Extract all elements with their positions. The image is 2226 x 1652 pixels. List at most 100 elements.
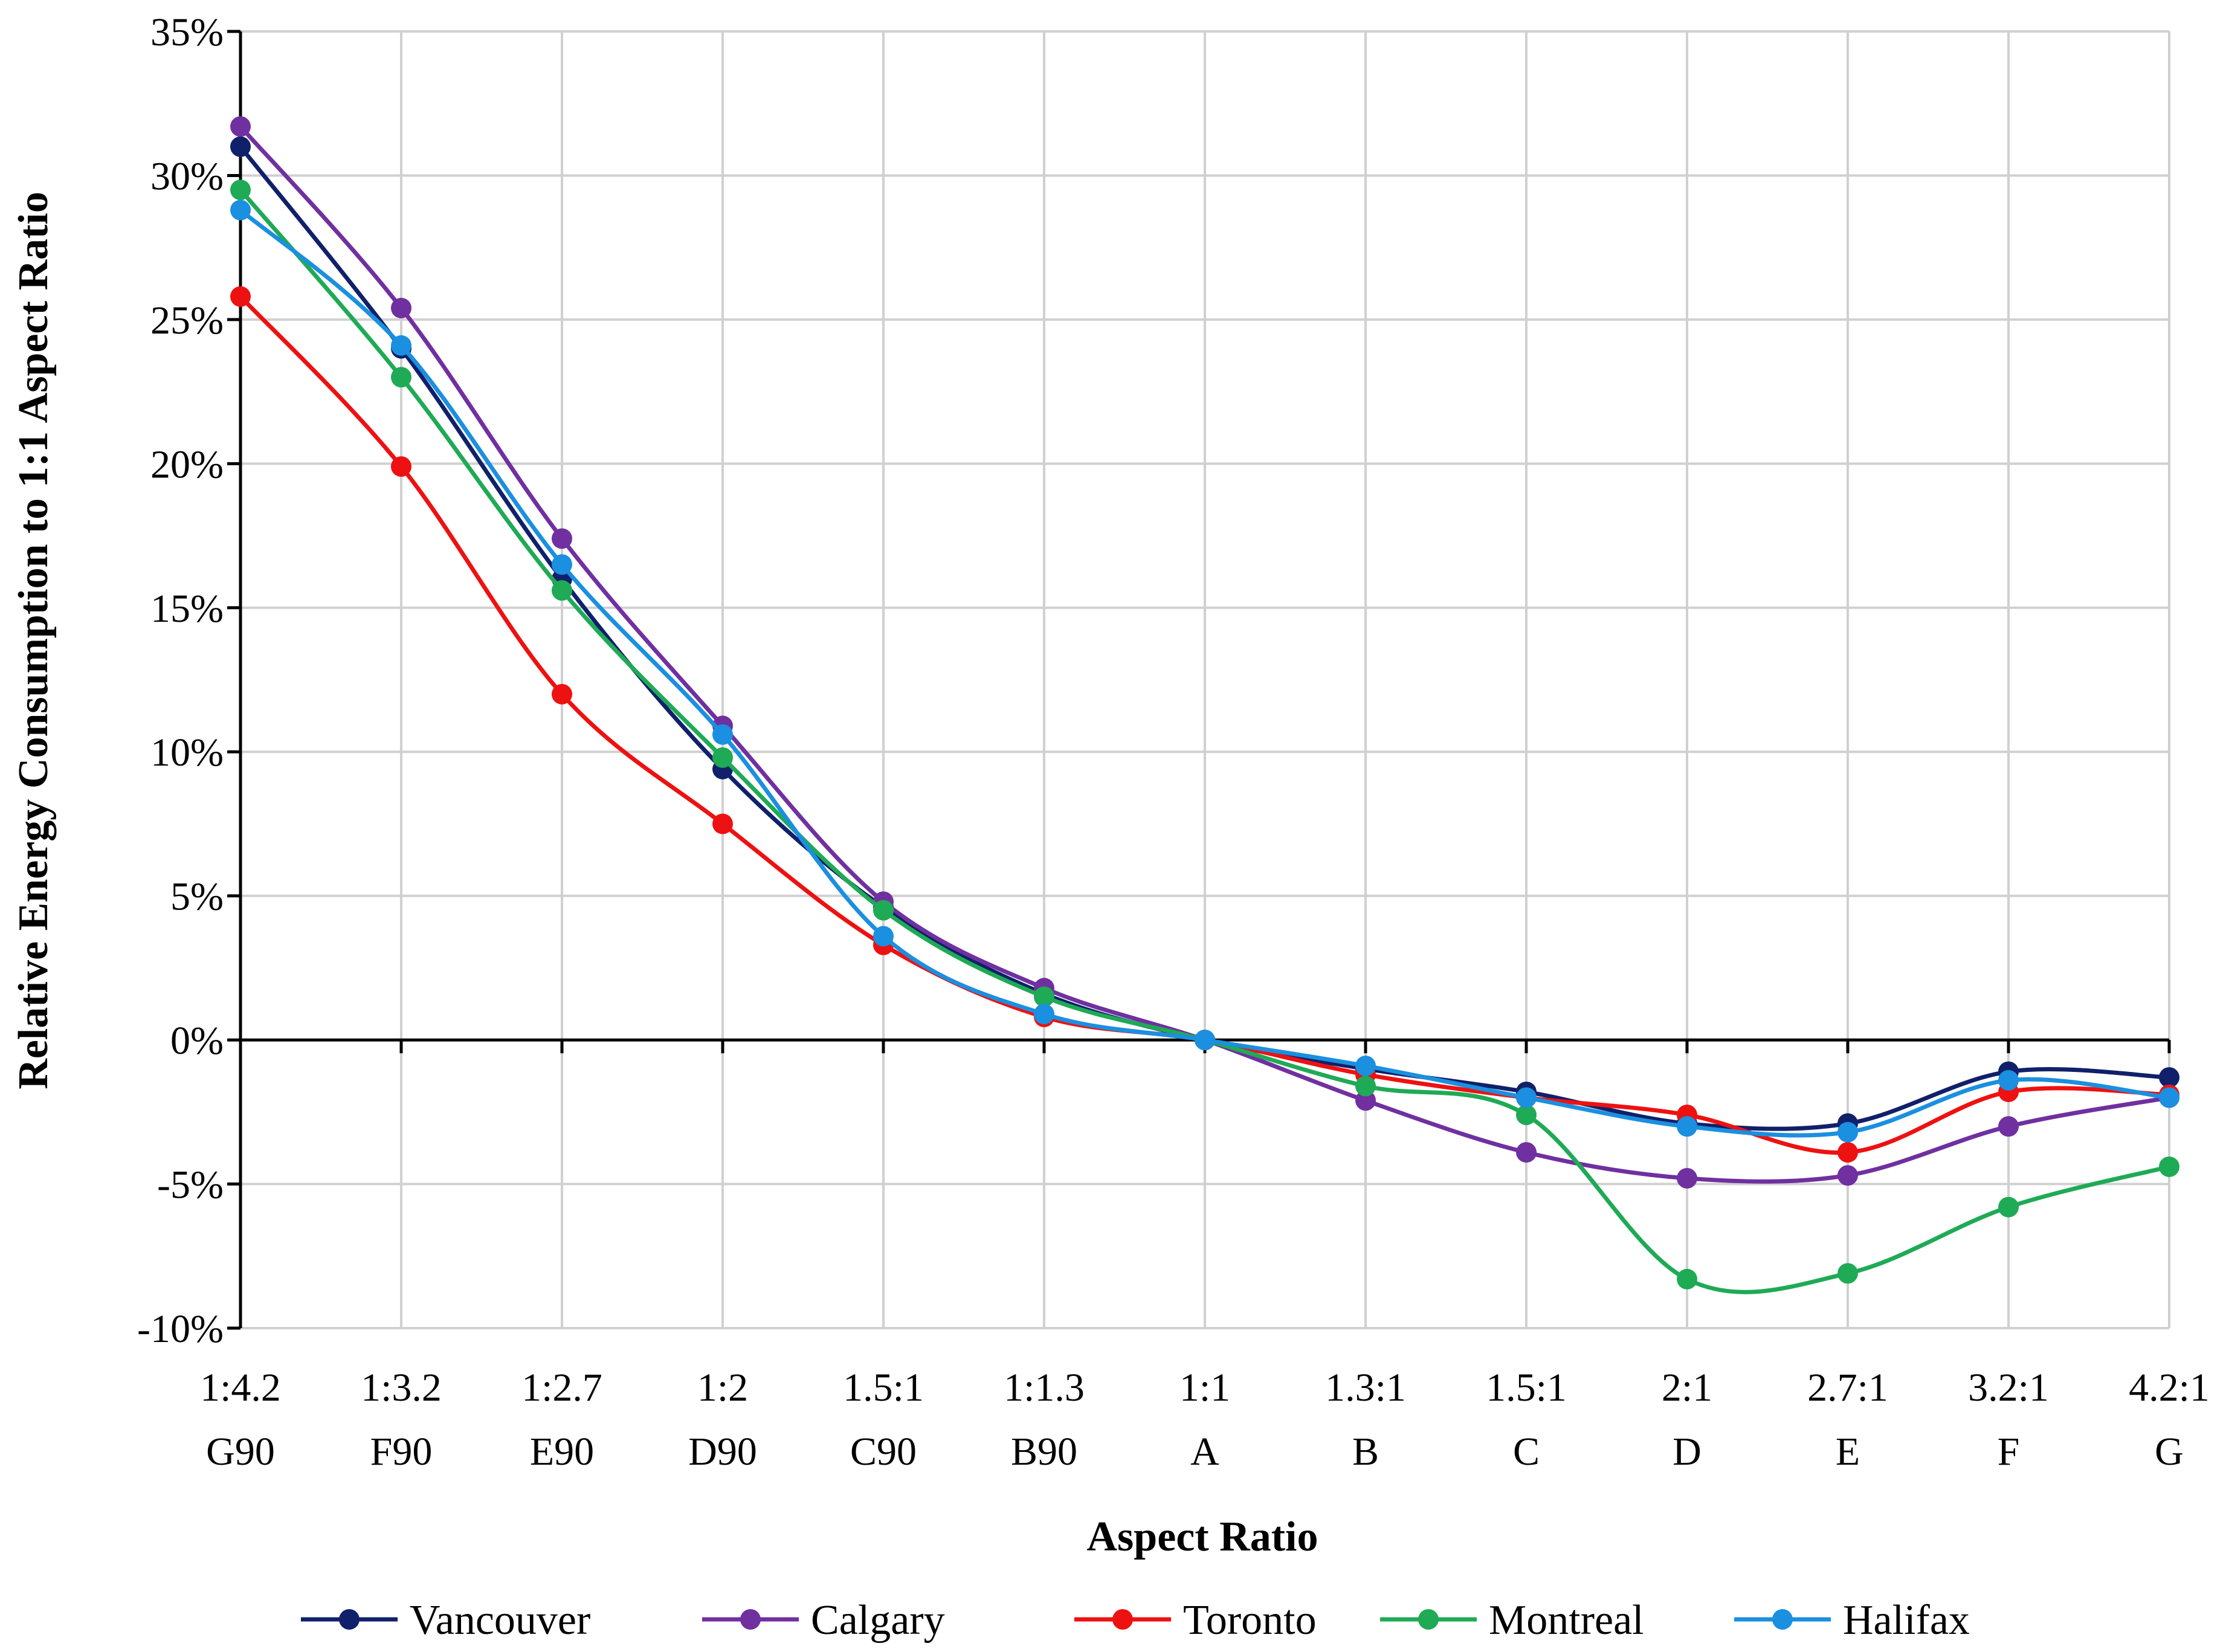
x-tick-label-code: F90 bbox=[370, 1430, 433, 1474]
data-point-halifax bbox=[873, 926, 894, 947]
data-point-halifax bbox=[552, 554, 572, 575]
legend-item-montreal: Montreal bbox=[1380, 1597, 1644, 1644]
data-point-halifax bbox=[1516, 1087, 1537, 1108]
legend-swatch-marker bbox=[1418, 1609, 1439, 1630]
y-tick-label: 20% bbox=[150, 442, 224, 486]
data-point-calgary bbox=[230, 116, 251, 137]
x-tick-label-ratio: 1:2 bbox=[697, 1366, 748, 1410]
series-line-calgary bbox=[239, 125, 2170, 1184]
data-point-montreal bbox=[873, 900, 894, 921]
x-tick-label-ratio: 1:1 bbox=[1179, 1366, 1230, 1410]
data-point-calgary bbox=[1355, 1090, 1376, 1111]
data-point-montreal bbox=[1355, 1076, 1376, 1097]
tick-labels: -10% -5% 0% 5% 10% 15% 20% 25% 30% 35% 1:4.2 G90 1:3… bbox=[137, 10, 2210, 1474]
data-point-montreal bbox=[1516, 1105, 1537, 1126]
gridlines bbox=[240, 30, 2170, 1329]
data-point-montreal bbox=[552, 580, 572, 601]
data-point-calgary bbox=[1677, 1168, 1697, 1189]
series-montreal bbox=[230, 179, 2179, 1294]
legend-label: Calgary bbox=[811, 1597, 945, 1644]
data-point-montreal bbox=[1837, 1263, 1858, 1284]
legend-swatch-marker bbox=[740, 1609, 761, 1630]
x-tick-label-code: D bbox=[1673, 1430, 1702, 1474]
x-tick-label-code: C bbox=[1513, 1430, 1540, 1474]
x-tick-label-ratio: 3.2:1 bbox=[1968, 1366, 2049, 1410]
data-point-montreal bbox=[230, 179, 251, 201]
x-tick-label-code: B90 bbox=[1011, 1430, 1077, 1474]
series-calgary bbox=[230, 116, 2179, 1189]
data-point-halifax bbox=[1677, 1116, 1697, 1137]
legend-label: Montreal bbox=[1489, 1597, 1644, 1644]
x-tick-label-code: G90 bbox=[206, 1430, 275, 1474]
legend-label: Halifax bbox=[1843, 1597, 1970, 1644]
x-tick-label-ratio: 1:4.2 bbox=[200, 1366, 281, 1410]
x-tick-label-ratio: 2:1 bbox=[1662, 1366, 1712, 1410]
legend-swatch-marker bbox=[1772, 1609, 1793, 1630]
x-tick-label-ratio: 2.7:1 bbox=[1807, 1366, 1888, 1410]
y-tick-label: 10% bbox=[150, 731, 224, 775]
y-tick-label: 0% bbox=[170, 1019, 224, 1063]
data-point-montreal bbox=[1998, 1196, 2019, 1218]
y-tick-label: 35% bbox=[150, 10, 224, 54]
data-point-halifax bbox=[2159, 1087, 2179, 1108]
y-tick-label: 25% bbox=[150, 298, 224, 343]
data-series bbox=[230, 116, 2179, 1294]
data-point-montreal bbox=[391, 367, 411, 388]
data-point-halifax bbox=[391, 335, 411, 356]
series-line-montreal bbox=[239, 189, 2170, 1294]
data-point-halifax bbox=[1355, 1056, 1376, 1077]
legend-label: Toronto bbox=[1183, 1597, 1317, 1644]
x-tick-label-code: D90 bbox=[688, 1430, 757, 1474]
data-point-toronto bbox=[230, 286, 251, 307]
data-point-toronto bbox=[391, 456, 411, 477]
data-point-calgary bbox=[1998, 1116, 2019, 1137]
x-tick-label-code: C90 bbox=[850, 1430, 917, 1474]
data-point-calgary bbox=[391, 297, 411, 318]
x-tick-label-ratio: 1:1.3 bbox=[1004, 1366, 1085, 1410]
legend: Vancouver Calgary Toronto Montreal Halifax bbox=[301, 1597, 1970, 1644]
legend-item-toronto: Toronto bbox=[1074, 1597, 1317, 1644]
x-tick-label-ratio: 1.5:1 bbox=[843, 1366, 924, 1410]
y-tick-label: 5% bbox=[170, 875, 224, 919]
data-point-toronto bbox=[712, 813, 733, 834]
x-tick-label-code: E bbox=[1836, 1430, 1860, 1474]
x-tick-label-code: G bbox=[2155, 1430, 2184, 1474]
legend-label: Vancouver bbox=[410, 1597, 590, 1644]
legend-item-calgary: Calgary bbox=[702, 1597, 945, 1644]
legend-item-vancouver: Vancouver bbox=[301, 1597, 590, 1644]
data-point-halifax bbox=[230, 199, 251, 221]
x-tick-label-ratio: 1:2.7 bbox=[521, 1366, 602, 1410]
data-point-montreal bbox=[1034, 986, 1054, 1007]
series-line-halifax bbox=[239, 208, 2170, 1138]
legend-item-halifax: Halifax bbox=[1734, 1597, 1970, 1644]
x-tick-label-code: B bbox=[1352, 1430, 1379, 1474]
data-point-vancouver bbox=[2159, 1067, 2179, 1088]
x-axis-title: Aspect Ratio bbox=[1087, 1514, 1318, 1560]
x-tick-label-ratio: 1:3.2 bbox=[361, 1366, 442, 1410]
data-point-calgary bbox=[1837, 1165, 1858, 1186]
legend-swatch-marker bbox=[339, 1609, 360, 1630]
data-point-halifax bbox=[1837, 1121, 1858, 1143]
data-point-vancouver bbox=[230, 136, 251, 157]
y-tick-label: -5% bbox=[157, 1163, 224, 1207]
data-point-halifax bbox=[1998, 1070, 2019, 1091]
x-tick-label-code: E90 bbox=[530, 1430, 594, 1474]
y-tick-label: 15% bbox=[150, 587, 224, 631]
x-tick-label-code: A bbox=[1190, 1430, 1219, 1474]
x-tick-label-ratio: 1.3:1 bbox=[1325, 1366, 1406, 1410]
series-halifax bbox=[230, 199, 2179, 1143]
data-point-halifax bbox=[712, 724, 733, 745]
data-point-montreal bbox=[712, 747, 733, 768]
y-tick-label: -10% bbox=[137, 1307, 224, 1351]
x-tick-label-code: F bbox=[1998, 1430, 2020, 1474]
data-point-toronto bbox=[552, 683, 572, 705]
legend-swatch-marker bbox=[1112, 1609, 1133, 1630]
data-point-calgary bbox=[1516, 1142, 1537, 1163]
data-point-calgary bbox=[552, 528, 572, 549]
x-tick-label-ratio: 4.2:1 bbox=[2129, 1366, 2210, 1410]
data-point-halifax bbox=[1034, 1004, 1054, 1025]
y-tick-label: 30% bbox=[150, 154, 224, 198]
data-point-montreal bbox=[2159, 1156, 2179, 1177]
